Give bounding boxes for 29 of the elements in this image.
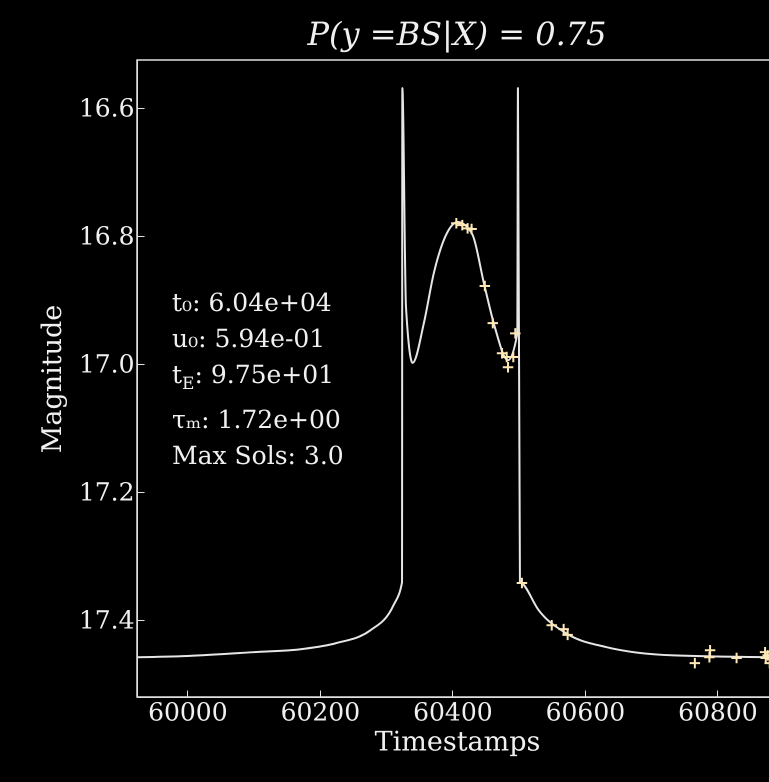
y-tick-label: 17.2 <box>78 478 134 507</box>
y-tick-label: 17.4 <box>78 606 134 635</box>
annotation: t$_{E}$: 9.75e+01 <box>172 359 336 396</box>
annotation: Max Sols: 3.0 <box>172 440 344 472</box>
x-tick-label: 60600 <box>546 698 626 726</box>
y-tick-label: 17.0 <box>78 350 134 379</box>
x-axis-title: Timestamps <box>374 726 540 758</box>
point <box>509 327 522 340</box>
x-tick-label: 60200 <box>280 698 360 726</box>
chart-title: P(y =BS|X) = 0.75 <box>306 15 606 53</box>
point <box>516 576 528 590</box>
point <box>545 619 558 632</box>
y-tick-label: 16.8 <box>78 222 134 251</box>
x-tick-label: 60000 <box>148 698 228 726</box>
annotation: τₘ: 1.72e+00 <box>172 404 342 436</box>
y-tick-label: 16.6 <box>78 94 134 123</box>
point <box>704 644 716 657</box>
point <box>730 652 743 664</box>
y-axis-title: Magnitude <box>36 304 68 454</box>
point <box>703 651 716 664</box>
point <box>688 656 702 670</box>
x-tick-label: 60800 <box>678 698 758 726</box>
x-tick-label: 60400 <box>413 698 493 726</box>
point <box>486 316 500 330</box>
annotation: t₀: 6.04e+04 <box>172 287 333 319</box>
point <box>478 280 492 292</box>
point <box>465 222 478 236</box>
point <box>502 361 514 374</box>
annotation: u₀: 5.94e-01 <box>172 323 326 355</box>
